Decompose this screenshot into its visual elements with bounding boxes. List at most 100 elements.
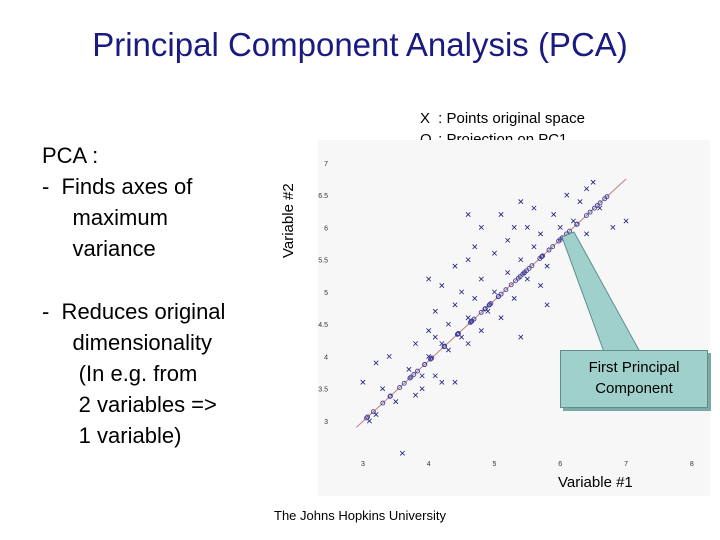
footer-text: The Johns Hopkins University [274,508,446,523]
projection-point-o [523,268,529,274]
x-marker-stroke [452,379,458,385]
projection-point-o [567,228,572,234]
data-point-x [426,276,432,282]
data-point-x [518,199,524,205]
bullet-line: PCA : [42,143,99,168]
slide-title: Principal Component Analysis (PCA) [92,26,628,63]
x-marker-stroke [445,347,451,353]
projection-point-o [415,368,420,374]
data-point-x [590,179,596,185]
x-marker-stroke [524,224,530,230]
x-marker-stroke [564,192,570,198]
x-marker-stroke [439,283,445,288]
data-point-x [570,218,576,224]
x-axis-label: Variable #1 [558,474,633,491]
data-point-x [459,334,465,340]
projection-point-o [471,316,477,322]
x-marker-stroke [498,212,504,217]
data-point-x [498,315,504,321]
x-marker-stroke [472,295,478,301]
x-marker-stroke [445,321,451,327]
x-marker-stroke [465,341,471,347]
data-point-x [518,334,524,340]
data-point-x [524,224,530,230]
projection-point-o [597,200,603,206]
data-point-x [584,186,590,192]
data-point-x [531,205,537,211]
data-point-x [432,373,438,379]
projection-point-o [574,221,580,227]
data-point-x [472,244,478,250]
x-marker-stroke [491,250,497,256]
projection-point-o [408,374,414,380]
projection-point-o [411,372,417,377]
data-point-x [465,341,471,347]
x-marker-stroke [590,179,596,185]
x-marker-stroke [406,366,412,372]
projection-point-o [550,244,556,250]
x-marker-stroke [524,276,530,282]
x-tick-label: 8 [690,461,694,468]
x-marker-stroke [511,224,517,230]
x-marker-stroke [623,218,629,224]
data-point-x [531,244,537,250]
data-point-x [413,341,419,347]
data-point-x [393,399,399,405]
data-point-x [380,386,386,392]
x-marker-stroke [393,399,399,405]
x-marker-stroke [459,289,465,295]
data-point-x [491,250,497,256]
circle-marker-icon: O [420,131,432,148]
projection-point-o [546,247,552,253]
x-marker-stroke [459,334,465,340]
x-marker-stroke [544,302,550,308]
legend-text-points: : Points original space [434,110,585,127]
x-marker-stroke [478,224,484,230]
x-marker-stroke [366,418,372,424]
projection-point-o [422,361,428,367]
x-marker-stroke [465,257,471,263]
data-point-x [465,212,471,217]
projection-point-o [478,309,484,315]
x-marker-stroke [584,186,590,192]
data-point-x [478,224,484,230]
x-marker-stroke [465,315,471,321]
projection-point-o [429,355,435,361]
data-point-x [610,224,616,230]
x-marker-stroke [577,199,583,205]
y-tick-label: 6.5 [318,193,328,200]
data-point-x [432,334,438,340]
bullet-line: maximum [42,205,168,230]
x-marker-stroke [544,263,550,269]
data-point-x [360,379,366,385]
callout-line: First Principal [588,359,680,376]
x-marker-stroke [426,353,432,359]
data-point-x [505,270,511,276]
x-marker-stroke [426,276,432,282]
x-marker-stroke [426,328,432,334]
x-marker-stroke [439,379,445,385]
data-point-x [459,289,465,295]
x-marker-stroke [485,308,491,314]
x-tick-label: 5 [493,461,497,468]
projection-point-o [482,306,488,312]
projection-point-o [529,263,535,269]
callout-first-principal-component: First Principal Component [560,350,708,408]
data-point-x [524,276,530,282]
data-point-x [577,199,583,205]
x-marker-stroke [570,218,576,224]
data-point-x [511,224,517,230]
projection-point-o [557,237,563,243]
x-marker-stroke [610,224,616,230]
x-marker-stroke [413,341,419,347]
y-tick-label: 6 [324,225,328,232]
x-marker-stroke [518,257,524,263]
bullet-block-reduces: - Reduces original dimensionality (In e.… [42,296,225,451]
x-marker-stroke [419,373,425,379]
projection-point-o [540,253,546,259]
x-marker-stroke [531,205,537,211]
x-marker-stroke [419,386,425,392]
data-point-x [452,302,458,308]
callout-line: Component [595,380,673,397]
